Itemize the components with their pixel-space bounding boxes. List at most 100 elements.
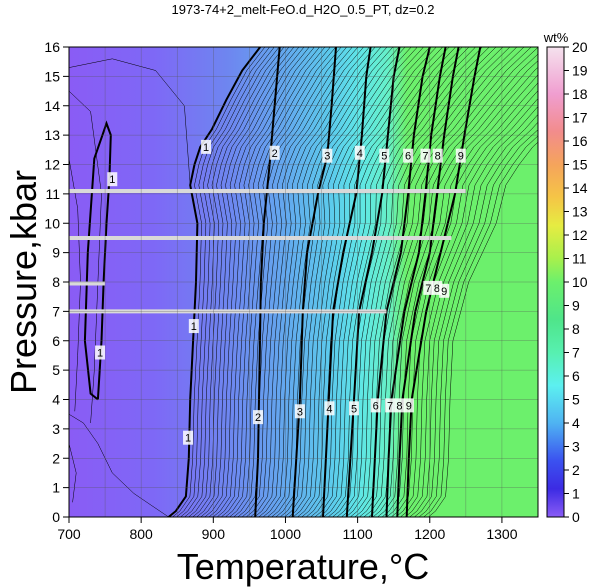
contour-label-text: 9	[441, 286, 447, 298]
y-tick-label: 5	[52, 362, 60, 378]
contour-label: 7	[420, 148, 431, 163]
contour-label-text: 8	[434, 283, 440, 295]
contour-label: 5	[349, 401, 360, 416]
x-tick-label: 1000	[270, 526, 301, 542]
colorbar-tick-label: 5	[572, 392, 580, 408]
contour-label: 3	[322, 148, 333, 163]
colorbar-tick-label: 14	[572, 180, 588, 196]
y-tick-label: 4	[52, 392, 60, 408]
x-axis-label: Temperature,°C	[177, 546, 430, 587]
colorbar-tick-label: 17	[572, 110, 588, 126]
chart-title: 1973-74+2_melt-FeO.d_H2O_0.5_PT, dz=0.2	[171, 2, 434, 17]
colorbar-tick-label: 3	[572, 439, 580, 455]
contour-label: 5	[379, 148, 390, 163]
colorbar-tick-label: 0	[572, 509, 580, 525]
y-tick-label: 8	[52, 274, 60, 290]
contour-label: 1	[107, 172, 118, 187]
contour-label: 1	[201, 139, 212, 154]
y-axis-label: Pressure,kbar	[3, 170, 44, 394]
colorbar-tick-label: 19	[572, 63, 588, 79]
contour-label-text: 4	[326, 403, 332, 415]
colorbar-tick-label: 4	[572, 415, 580, 431]
x-tick-label: 1300	[486, 526, 517, 542]
contour-label-text: 8	[435, 151, 441, 163]
y-tick-label: 9	[52, 245, 60, 261]
colorbar-tick-label: 2	[572, 462, 580, 478]
contour-label: 9	[455, 148, 466, 163]
contour-line-major	[83, 120, 112, 401]
contour-label-text: 1	[191, 321, 197, 333]
contour-label-text: 1	[97, 348, 103, 360]
contour-label-text: 6	[373, 400, 379, 412]
contour-label: 2	[269, 145, 280, 160]
colorbar-tick-label: 10	[572, 274, 588, 290]
contour-label-text: 7	[422, 151, 428, 163]
colorbar-tick-label: 11	[572, 251, 587, 267]
contour-label-text: 3	[324, 151, 330, 163]
colorbar-tick-label: 15	[572, 157, 588, 173]
x-tick-label: 900	[202, 526, 226, 542]
y-tick-label: 6	[52, 333, 60, 349]
contour-label: 6	[403, 148, 414, 163]
y-tick-label: 7	[52, 303, 60, 319]
contour-label: 7	[385, 398, 396, 413]
x-axis: 700 800 900 1000 1100 1200 1300	[57, 517, 518, 542]
y-tick-label: 2	[52, 450, 60, 466]
contour-label-text: 1	[109, 174, 115, 186]
contour-label-text: 1	[185, 433, 191, 445]
contour-line-fine	[69, 58, 191, 186]
contour-label-text: 9	[458, 151, 464, 163]
contour-label: 8	[431, 280, 442, 295]
contour-label: 1	[183, 430, 194, 445]
colorbar-label: wt%	[543, 30, 569, 45]
contour-label-text: 5	[381, 151, 387, 163]
contour-label: 4	[354, 145, 365, 160]
contour-label-text: 3	[297, 406, 303, 418]
y-tick-label: 12	[44, 157, 60, 173]
contour-label-text: 2	[255, 412, 261, 424]
y-tick-label: 3	[52, 421, 60, 437]
contour-label: 1	[188, 319, 199, 334]
y-tick-label: 14	[44, 98, 60, 114]
y-tick-label: 13	[44, 127, 60, 143]
y-tick-label: 1	[52, 480, 60, 496]
contour-label: 3	[294, 404, 305, 419]
y-tick-label: 15	[44, 68, 60, 84]
colorbar-tick-label: 13	[572, 204, 588, 220]
colorbar-tick-label: 18	[572, 86, 588, 102]
contour-label-text: 2	[272, 148, 278, 160]
colorbar	[546, 46, 565, 518]
x-tick-label: 800	[129, 526, 153, 542]
contour-label-text: 5	[351, 403, 357, 415]
colorbar-tick-label: 9	[572, 298, 580, 314]
contour-label: 7	[423, 280, 434, 295]
contour-label-text: 8	[396, 400, 402, 412]
contour-label-text: 4	[357, 148, 363, 160]
contour-label: 8	[432, 148, 443, 163]
x-tick-label: 1200	[414, 526, 445, 542]
contour-label: 6	[370, 398, 381, 413]
contour-label-text: 7	[425, 283, 431, 295]
colorbar-tick-label: 12	[572, 227, 588, 243]
y-tick-label: 0	[52, 509, 60, 525]
contour-label-text: 9	[406, 400, 412, 412]
contour-label-text: 7	[387, 400, 393, 412]
contour-label: 1	[95, 345, 106, 360]
contour-label: 9	[439, 283, 450, 298]
colorbar-tick-label: 7	[572, 345, 580, 361]
colorbar-tick-label: 8	[572, 321, 580, 337]
y-tick-label: 16	[44, 39, 60, 55]
contour-label-text: 1	[203, 142, 209, 154]
y-tick-label: 10	[44, 215, 60, 231]
colorbar-tick-label: 6	[572, 368, 580, 384]
x-tick-label: 700	[57, 526, 81, 542]
contour-label: 2	[253, 410, 264, 425]
contour-label: 4	[324, 401, 335, 416]
colorbar-tick-label: 16	[572, 133, 588, 149]
contour-label-text: 6	[405, 151, 411, 163]
contour-label: 8	[394, 398, 405, 413]
contour-label: 9	[403, 398, 414, 413]
